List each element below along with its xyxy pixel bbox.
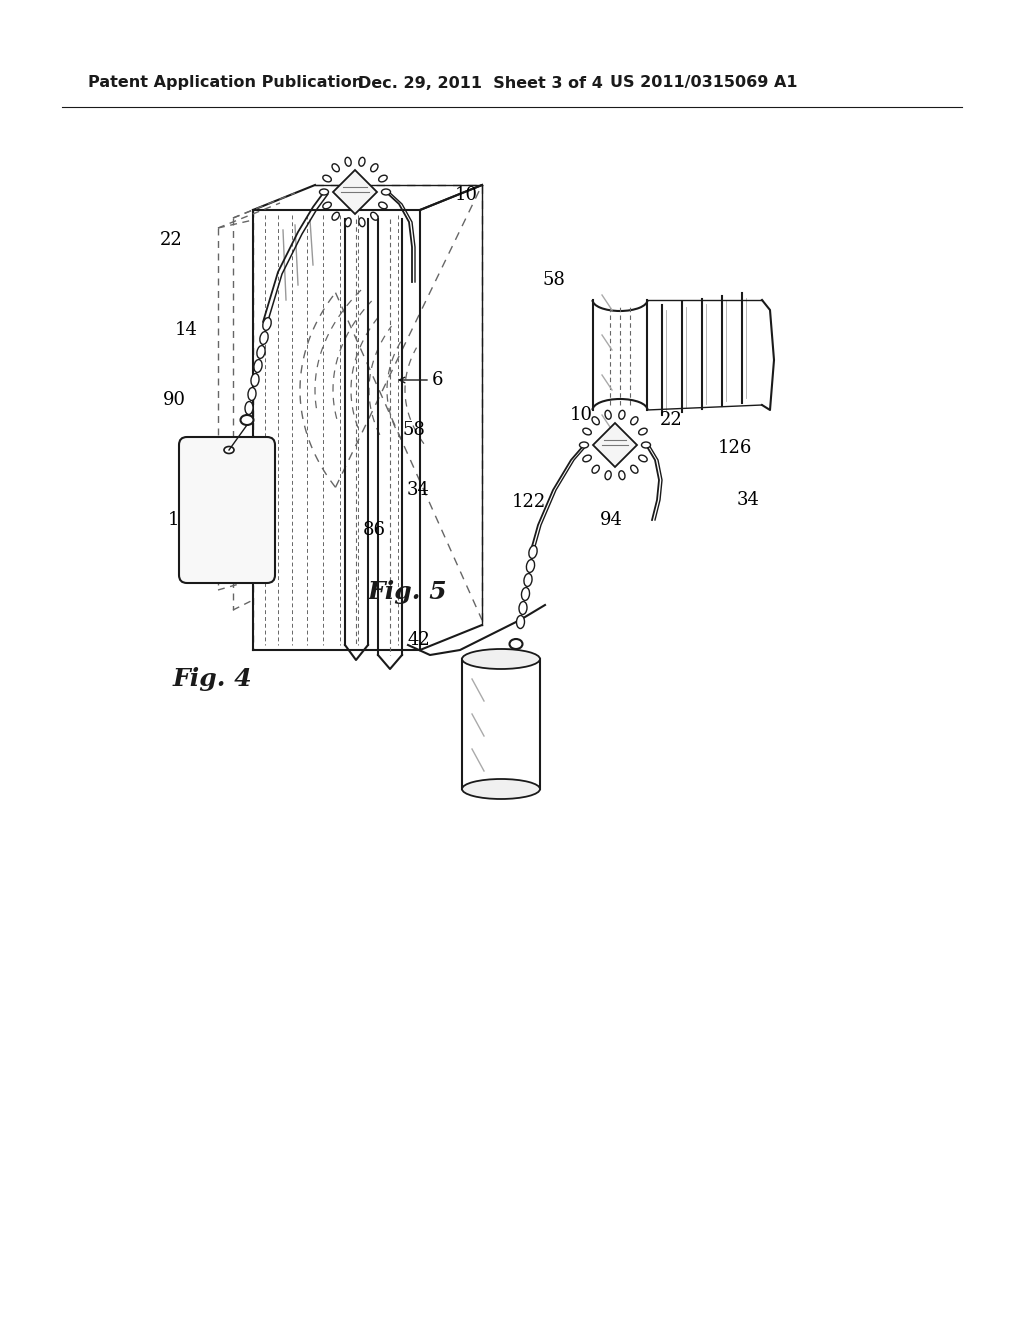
Ellipse shape — [516, 615, 524, 628]
Ellipse shape — [224, 446, 234, 454]
Text: 10: 10 — [455, 186, 478, 205]
Ellipse shape — [639, 455, 647, 462]
Ellipse shape — [241, 414, 254, 425]
Text: 86: 86 — [362, 521, 386, 539]
FancyBboxPatch shape — [179, 437, 275, 583]
Ellipse shape — [263, 318, 271, 330]
Ellipse shape — [528, 545, 538, 558]
Ellipse shape — [371, 164, 378, 172]
Ellipse shape — [251, 374, 259, 387]
Ellipse shape — [345, 157, 351, 166]
Text: US 2011/0315069 A1: US 2011/0315069 A1 — [610, 75, 798, 91]
Ellipse shape — [462, 649, 540, 669]
Ellipse shape — [592, 417, 599, 425]
Text: 18: 18 — [168, 511, 191, 529]
Ellipse shape — [583, 428, 591, 434]
Ellipse shape — [382, 189, 390, 195]
Text: Patent Application Publication: Patent Application Publication — [88, 75, 364, 91]
Text: 122: 122 — [512, 492, 546, 511]
Ellipse shape — [641, 442, 650, 447]
Ellipse shape — [323, 202, 332, 209]
Ellipse shape — [245, 401, 253, 414]
Ellipse shape — [605, 471, 611, 479]
Ellipse shape — [618, 471, 625, 479]
Text: 14: 14 — [175, 321, 198, 339]
Ellipse shape — [248, 388, 256, 400]
Ellipse shape — [358, 157, 365, 166]
Ellipse shape — [254, 359, 262, 372]
Ellipse shape — [358, 218, 365, 227]
Ellipse shape — [526, 560, 535, 573]
Text: Dec. 29, 2011  Sheet 3 of 4: Dec. 29, 2011 Sheet 3 of 4 — [358, 75, 603, 91]
Polygon shape — [333, 170, 377, 214]
Ellipse shape — [605, 411, 611, 420]
Text: 126: 126 — [718, 440, 753, 457]
Ellipse shape — [524, 573, 532, 586]
Ellipse shape — [583, 455, 591, 462]
Ellipse shape — [631, 417, 638, 425]
Ellipse shape — [371, 213, 378, 220]
Text: 22: 22 — [660, 411, 683, 429]
Text: 42: 42 — [408, 631, 431, 649]
Text: 22: 22 — [160, 231, 182, 249]
Text: 34: 34 — [407, 480, 430, 499]
Ellipse shape — [521, 587, 529, 601]
Ellipse shape — [332, 213, 339, 220]
Ellipse shape — [319, 189, 329, 195]
Text: 10: 10 — [570, 407, 593, 424]
Ellipse shape — [260, 331, 268, 345]
Ellipse shape — [580, 442, 589, 447]
Text: Fig. 5: Fig. 5 — [368, 579, 447, 605]
Ellipse shape — [519, 602, 527, 615]
Text: Fig. 4: Fig. 4 — [173, 667, 253, 690]
Text: 58: 58 — [543, 271, 566, 289]
Text: 94: 94 — [600, 511, 623, 529]
Ellipse shape — [510, 639, 522, 649]
Ellipse shape — [618, 411, 625, 420]
Text: 6: 6 — [432, 371, 443, 389]
Ellipse shape — [379, 202, 387, 209]
Text: 58: 58 — [403, 421, 426, 440]
Ellipse shape — [257, 346, 265, 359]
Ellipse shape — [332, 164, 339, 172]
Ellipse shape — [379, 176, 387, 182]
Ellipse shape — [592, 465, 599, 474]
Ellipse shape — [639, 428, 647, 434]
Text: 90: 90 — [163, 391, 186, 409]
Ellipse shape — [323, 176, 332, 182]
Ellipse shape — [462, 779, 540, 799]
Text: 34: 34 — [737, 491, 760, 510]
Ellipse shape — [631, 465, 638, 474]
Ellipse shape — [345, 218, 351, 227]
Polygon shape — [593, 422, 637, 467]
